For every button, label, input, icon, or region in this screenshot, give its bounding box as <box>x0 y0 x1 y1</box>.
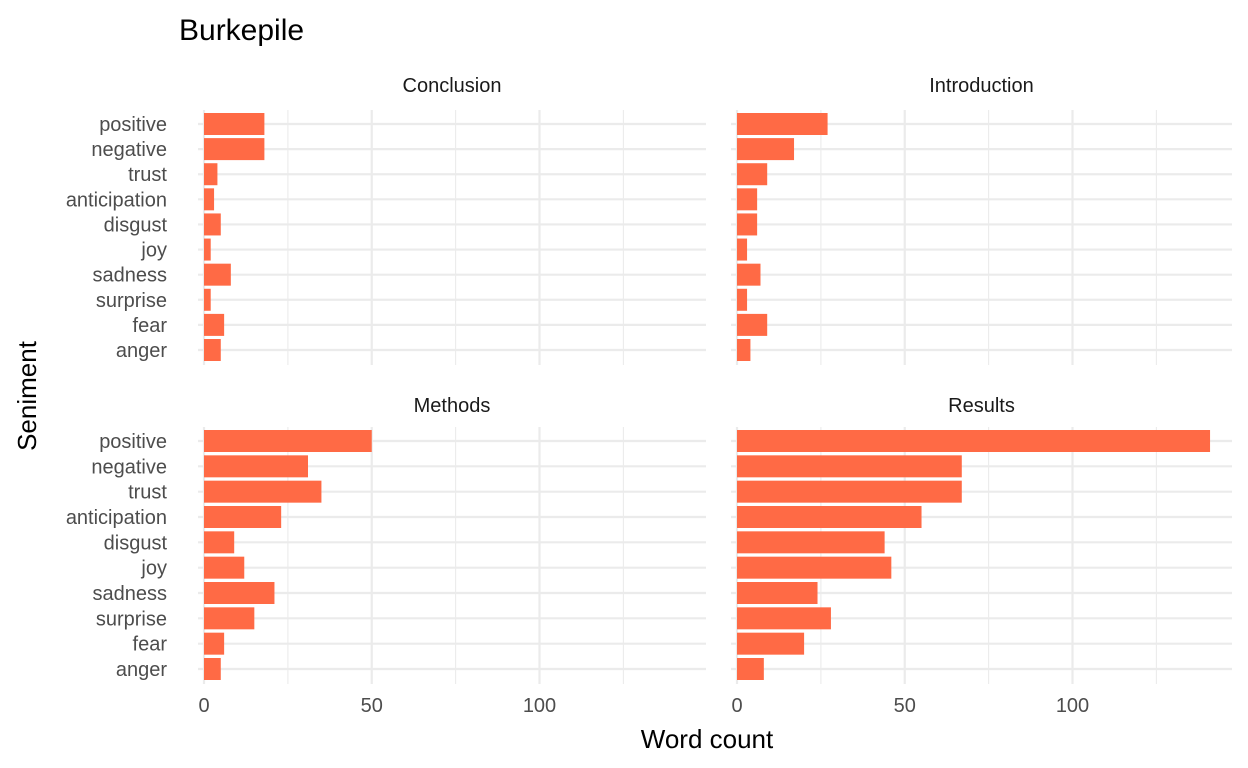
category-label: joy <box>140 558 167 580</box>
category-label: sadness <box>93 265 168 287</box>
bar-conclusion-trust <box>204 163 218 186</box>
bar-results-anger <box>737 658 764 680</box>
x-tick-label: 0 <box>731 695 742 717</box>
bar-results-disgust <box>737 531 885 554</box>
bar-introduction-positive <box>737 113 828 135</box>
bar-methods-trust <box>204 480 322 503</box>
panel-introduction: Introduction <box>731 75 1232 365</box>
category-label: positive <box>99 114 167 136</box>
bar-results-negative <box>737 455 962 478</box>
bar-methods-negative <box>204 455 309 478</box>
x-tick-label: 50 <box>361 695 383 717</box>
category-label: joy <box>140 240 167 262</box>
category-label: disgust <box>104 214 168 236</box>
x-tick-label: 0 <box>198 695 209 717</box>
x-axis-title: Word count <box>641 724 774 754</box>
bar-introduction-anger <box>737 339 751 361</box>
bar-methods-fear <box>204 632 225 655</box>
bar-results-joy <box>737 556 892 579</box>
category-label: fear <box>133 634 168 656</box>
bar-introduction-trust <box>737 163 768 186</box>
bar-results-fear <box>737 632 805 655</box>
bar-introduction-sadness <box>737 263 761 286</box>
bar-conclusion-fear <box>204 313 225 336</box>
bar-introduction-negative <box>737 138 795 161</box>
facet-panels: Conclusion positive negative trust anticipat… <box>66 75 1232 717</box>
bar-conclusion-disgust <box>204 213 221 236</box>
category-label: anticipation <box>66 507 167 529</box>
bar-introduction-fear <box>737 313 768 336</box>
category-label: surprise <box>96 608 167 630</box>
bar-conclusion-positive <box>204 113 265 135</box>
facet-label-results: Results <box>948 395 1015 417</box>
bar-results-anticipation <box>737 506 922 528</box>
bar-conclusion-negative <box>204 138 265 161</box>
category-label: disgust <box>104 532 168 554</box>
bar-introduction-surprise <box>737 288 748 311</box>
bar-methods-disgust <box>204 531 235 554</box>
y-axis-title: Seniment <box>12 340 42 451</box>
bar-conclusion-anger <box>204 339 221 361</box>
bar-introduction-anticipation <box>737 188 758 211</box>
category-label: fear <box>133 315 168 337</box>
category-label: negative <box>91 139 167 161</box>
bar-conclusion-sadness <box>204 263 231 286</box>
facet-label-introduction: Introduction <box>929 75 1034 97</box>
bar-results-trust <box>737 480 962 503</box>
category-label: surprise <box>96 290 167 312</box>
bar-conclusion-anticipation <box>204 188 215 211</box>
bar-conclusion-joy <box>204 238 211 261</box>
category-label: negative <box>91 456 167 478</box>
bar-methods-sadness <box>204 582 275 604</box>
category-label: positive <box>99 431 167 453</box>
bar-methods-surprise <box>204 607 255 630</box>
x-tick-label: 100 <box>523 695 556 717</box>
panel-results: Results 0 50 100 <box>731 395 1232 717</box>
bar-introduction-joy <box>737 238 748 261</box>
category-label: anger <box>116 340 167 362</box>
category-label: anger <box>116 659 167 681</box>
bar-methods-anticipation <box>204 506 282 528</box>
bar-methods-joy <box>204 556 245 579</box>
bar-conclusion-surprise <box>204 288 211 311</box>
category-label: trust <box>128 482 167 504</box>
bar-introduction-disgust <box>737 213 758 236</box>
panel-conclusion: Conclusion positive negative trust anticipat… <box>66 75 706 365</box>
x-tick-label: 50 <box>894 695 916 717</box>
bar-methods-positive <box>204 430 372 452</box>
category-label: anticipation <box>66 189 167 211</box>
chart-title: Burkepile <box>179 14 304 47</box>
category-label: sadness <box>93 583 168 605</box>
facet-label-methods: Methods <box>414 395 491 417</box>
panel-methods: Methods positive negative trust anticipation… <box>66 395 706 717</box>
x-tick-label: 100 <box>1056 695 1089 717</box>
bar-results-surprise <box>737 607 831 630</box>
facet-label-conclusion: Conclusion <box>403 75 502 97</box>
bar-results-sadness <box>737 582 818 604</box>
category-label: trust <box>128 164 167 186</box>
bar-methods-anger <box>204 658 221 680</box>
bar-results-positive <box>737 430 1211 452</box>
